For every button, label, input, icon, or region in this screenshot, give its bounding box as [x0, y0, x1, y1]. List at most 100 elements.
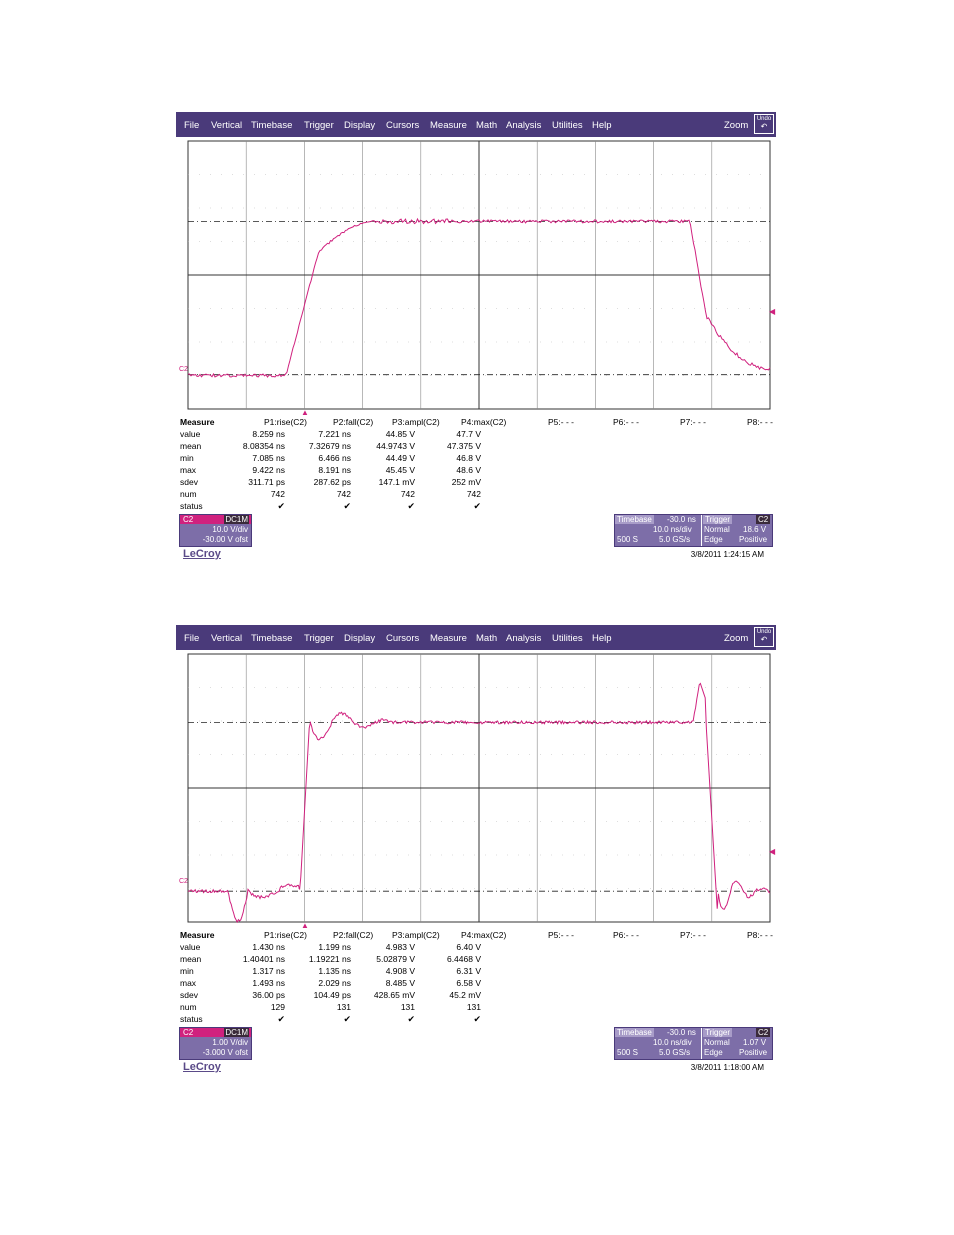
menu-file[interactable]: File	[184, 633, 199, 644]
menu-math[interactable]: Math	[476, 120, 497, 131]
measure-param-header[interactable]: P1:rise(C2)	[264, 930, 307, 940]
trigger-label: Trigger	[703, 1028, 732, 1037]
menu-vertical[interactable]: Vertical	[211, 120, 242, 131]
measure-row-label: num	[180, 489, 197, 499]
measure-param-header[interactable]: P2:fall(C2)	[333, 417, 373, 427]
menu-measure[interactable]: Measure	[430, 633, 467, 644]
measure-row-mean: mean 8.08354 ns 7.32679 ns 44.9743 V 47.375 …	[180, 441, 776, 453]
waveform-grid[interactable]	[188, 141, 770, 409]
measure-cell: 45.2 mV	[401, 990, 481, 1000]
menu-zoom[interactable]: Zoom	[724, 633, 748, 644]
lecroy-logo: LeCroy	[183, 1061, 221, 1073]
measure-param-header[interactable]: P7:- - -	[680, 930, 706, 940]
measure-row-label: min	[180, 453, 194, 463]
menu-analysis[interactable]: Analysis	[506, 633, 541, 644]
measure-cell: 6.4468 V	[401, 954, 481, 964]
time-per-div: 10.0 ns/div	[653, 525, 692, 534]
measure-param-header[interactable]: P4:max(C2)	[461, 417, 506, 427]
timestamp: 3/8/2011 1:24:15 AM	[691, 550, 764, 559]
menu-vertical[interactable]: Vertical	[211, 633, 242, 644]
trigger-level: 18.6 V	[743, 525, 766, 534]
menu-utilities[interactable]: Utilities	[552, 633, 583, 644]
measure-param-header[interactable]: P8:- - -	[747, 417, 773, 427]
measure-param-header[interactable]: P2:fall(C2)	[333, 930, 373, 940]
volts-per-div: 1.00 V/div	[212, 1038, 248, 1047]
measure-param-header[interactable]: P6:- - -	[613, 930, 639, 940]
waveform-display	[188, 654, 770, 922]
measure-param-header[interactable]: P4:max(C2)	[461, 930, 506, 940]
channel-offset: -3.000 V ofst	[203, 1048, 248, 1057]
measure-param-header[interactable]: P5:- - -	[548, 930, 574, 940]
undo-arrow-icon: ↶	[755, 123, 773, 131]
measure-row-label: num	[180, 1002, 197, 1012]
timebase-trigger-box[interactable]: Timebase -30.0 ns 10.0 ns/div 500 S 5.0 …	[614, 1027, 773, 1060]
measure-cell: 48.6 V	[401, 465, 481, 475]
menu-display[interactable]: Display	[344, 633, 375, 644]
menu-trigger[interactable]: Trigger	[304, 633, 334, 644]
timebase-label: Timebase	[615, 515, 654, 524]
menu-cursors[interactable]: Cursors	[386, 633, 419, 644]
menu-bar: File Vertical Timebase Trigger Display C…	[176, 112, 776, 137]
trigger-channel: C2	[756, 1028, 770, 1037]
measure-row-label: mean	[180, 441, 201, 451]
menu-zoom[interactable]: Zoom	[724, 120, 748, 131]
lecroy-logo: LeCroy	[183, 548, 221, 560]
menu-help[interactable]: Help	[592, 120, 612, 131]
sample-count: 500 S	[617, 535, 638, 544]
coupling-badge: DC1M	[224, 515, 249, 524]
trigger-time-marker-icon: ▲	[301, 922, 309, 930]
channel-label: C2	[183, 1028, 193, 1037]
channel-descriptor-box[interactable]: C2 DC1M 10.0 V/div -30.00 V ofst	[179, 514, 252, 547]
measure-title[interactable]: Measure	[180, 930, 215, 940]
undo-button[interactable]: Undo ↶	[754, 114, 774, 134]
time-per-div: 10.0 ns/div	[653, 1038, 692, 1047]
menu-timebase[interactable]: Timebase	[251, 120, 292, 131]
measure-param-header[interactable]: P6:- - -	[613, 417, 639, 427]
measure-row-status: status ✔ ✔ ✔ ✔	[180, 501, 776, 513]
menu-help[interactable]: Help	[592, 633, 612, 644]
menu-math[interactable]: Math	[476, 633, 497, 644]
measure-row-value: value 8.259 ns 7.221 ns 44.85 V 47.7 V	[180, 429, 776, 441]
measure-title[interactable]: Measure	[180, 417, 215, 427]
menu-cursors[interactable]: Cursors	[386, 120, 419, 131]
trigger-time-marker-icon: ▲	[301, 409, 309, 417]
measure-row-num: num 742 742 742 742	[180, 489, 776, 501]
menu-display[interactable]: Display	[344, 120, 375, 131]
menu-utilities[interactable]: Utilities	[552, 120, 583, 131]
timebase-trigger-box[interactable]: Timebase -30.0 ns 10.0 ns/div 500 S 5.0 …	[614, 514, 773, 547]
measure-row-label: min	[180, 966, 194, 976]
trigger-level-marker-icon: ◀	[769, 308, 775, 316]
measure-param-header[interactable]: P1:rise(C2)	[264, 417, 307, 427]
coupling-badge: DC1M	[224, 1028, 249, 1037]
measure-cell: 131	[401, 1002, 481, 1012]
oscilloscope-screen-1: File Vertical Timebase Trigger Display C…	[176, 112, 776, 564]
timebase-delay: -30.0 ns	[667, 515, 696, 524]
measure-param-header[interactable]: P3:ampl(C2)	[392, 930, 440, 940]
measure-cell: 6.58 V	[401, 978, 481, 988]
menu-analysis[interactable]: Analysis	[506, 120, 541, 131]
measure-row-sdev: sdev 36.00 ps 104.49 ps 428.65 mV 45.2 mV	[180, 990, 776, 1002]
menu-file[interactable]: File	[184, 120, 199, 131]
oscilloscope-screen-2: File Vertical Timebase Trigger Display C…	[176, 625, 776, 1077]
trigger-mode: Normal	[704, 1038, 730, 1047]
menu-timebase[interactable]: Timebase	[251, 633, 292, 644]
menu-trigger[interactable]: Trigger	[304, 120, 334, 131]
measure-param-header[interactable]: P7:- - -	[680, 417, 706, 427]
undo-button[interactable]: Undo ↶	[754, 627, 774, 647]
channel-offset: -30.00 V ofst	[203, 535, 248, 544]
measure-param-header[interactable]: P5:- - -	[548, 417, 574, 427]
measure-cell: 6.40 V	[401, 942, 481, 952]
channel-descriptor-box[interactable]: C2 DC1M 1.00 V/div -3.000 V ofst	[179, 1027, 252, 1060]
measure-param-header[interactable]: P8:- - -	[747, 930, 773, 940]
measure-row-label: max	[180, 465, 196, 475]
trigger-slope: Positive	[739, 1048, 767, 1057]
measure-row-label: value	[180, 942, 200, 952]
trigger-level-marker-icon: ◀	[769, 848, 775, 856]
waveform-grid[interactable]	[188, 654, 770, 922]
measure-row-status: status ✔ ✔ ✔ ✔	[180, 1014, 776, 1026]
sample-rate: 5.0 GS/s	[659, 535, 690, 544]
menu-measure[interactable]: Measure	[430, 120, 467, 131]
measure-param-header[interactable]: P3:ampl(C2)	[392, 417, 440, 427]
channel-ground-marker: C2	[179, 878, 188, 885]
measure-row-label: sdev	[180, 990, 198, 1000]
